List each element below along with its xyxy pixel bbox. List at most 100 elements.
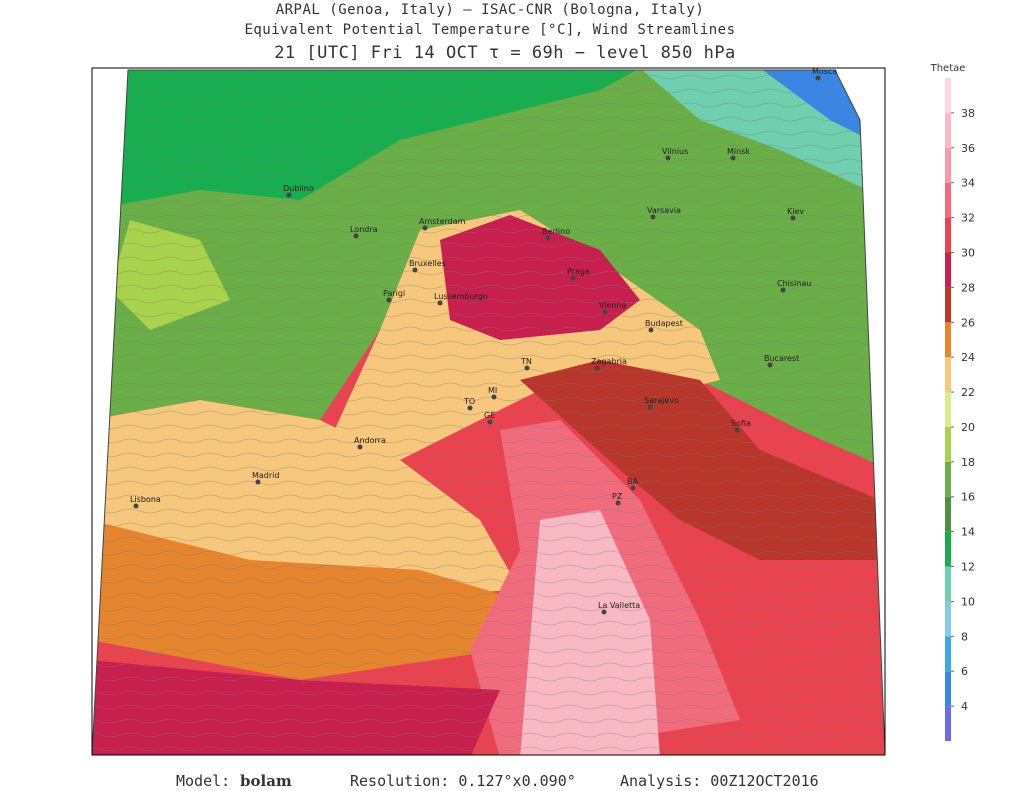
city-label: Sarajevo xyxy=(644,396,679,405)
city-label: Amsterdam xyxy=(419,217,466,226)
city-label: Vilnius xyxy=(662,147,688,156)
thetae-field xyxy=(92,70,885,755)
city-label: Chisinau xyxy=(777,279,811,288)
city-label: Dublino xyxy=(283,184,314,193)
city-dot xyxy=(545,235,551,241)
city-label: Andorra xyxy=(354,436,386,445)
colorbar-tick-label: 18 xyxy=(961,456,975,469)
city-dot xyxy=(767,362,773,368)
city-label: Bruxelles xyxy=(409,259,446,268)
footer-model: bolam xyxy=(240,772,292,790)
colorbar-tick-label: 30 xyxy=(961,246,975,259)
colorbar-tick-label: 8 xyxy=(961,630,968,643)
colorbar-segment xyxy=(945,322,951,358)
colorbar-tick-label: 22 xyxy=(961,386,975,399)
colorbar-tick-label: 24 xyxy=(961,351,975,364)
city-label: Madrid xyxy=(252,471,279,480)
city-dot xyxy=(815,75,821,81)
footer-resolution: Resolution: 0.127°x0.090° xyxy=(350,772,576,790)
colorbar-segment xyxy=(945,287,951,323)
colorbar-tick-label: 14 xyxy=(961,526,975,539)
city-label: Berlino xyxy=(542,227,570,236)
colorbar-segment xyxy=(945,566,951,602)
header-line: 21 [UTC] Fri 14 OCT τ = 69h − level 850 … xyxy=(274,43,736,63)
city-dot xyxy=(487,419,493,425)
city-dot xyxy=(255,479,261,485)
city-dot xyxy=(437,300,443,306)
colorbar-segment xyxy=(945,636,951,672)
footer-label: Model: xyxy=(176,772,230,790)
city-dot xyxy=(790,215,796,221)
colorbar-tick-label: 32 xyxy=(961,212,975,225)
colorbar-segment xyxy=(945,112,951,148)
city-label: Kiev xyxy=(787,207,804,216)
city-label: TN xyxy=(520,357,532,366)
colorbar-segment xyxy=(945,601,951,637)
colorbar-tick-label: 16 xyxy=(961,491,975,504)
city-label: GE xyxy=(484,411,495,420)
city-label: Lisbona xyxy=(130,495,161,504)
city-label: Budapest xyxy=(645,319,683,328)
colorbar-tick-label: 34 xyxy=(961,177,975,190)
city-label: BA xyxy=(627,477,638,486)
colorbar-segment xyxy=(945,252,951,288)
city-label: Parigi xyxy=(383,289,405,298)
city-label: Vienna xyxy=(599,301,627,310)
city-dot xyxy=(422,225,428,231)
city-dot xyxy=(615,500,621,506)
header-line: Equivalent Potential Temperature [°C], W… xyxy=(244,22,735,38)
city-label: Varsavia xyxy=(647,206,681,215)
colorbar-tick-label: 26 xyxy=(961,316,975,329)
city-dot xyxy=(353,233,359,239)
header-line: ARPAL (Genoa, Italy) — ISAC-CNR (Bologna… xyxy=(276,2,705,18)
city-dot xyxy=(630,485,636,491)
colorbar-tick-label: 6 xyxy=(961,665,968,678)
colorbar-tick-label: 4 xyxy=(961,700,968,713)
colorbar-segment xyxy=(945,706,951,741)
city-dot xyxy=(648,327,654,333)
city-dot xyxy=(133,503,139,509)
city-dot xyxy=(570,275,576,281)
colorbar-segment xyxy=(945,426,951,462)
colorbar-tick-label: 20 xyxy=(961,421,975,434)
city-dot xyxy=(665,155,671,161)
city-dot xyxy=(647,404,653,410)
city-dot xyxy=(594,365,600,371)
colorbar-segment xyxy=(945,496,951,532)
colorbar-segment xyxy=(945,392,951,427)
city-label: Bucarest xyxy=(764,354,799,363)
city-dot xyxy=(386,297,392,303)
city-dot xyxy=(734,427,740,433)
city-layer: Mosca Minsk Vilnius Kiev Varsavia Berlino Prag… xyxy=(130,67,837,615)
city-label: La Valletta xyxy=(598,601,640,610)
colorbar-tick-label: 10 xyxy=(961,595,975,608)
city-label: PZ xyxy=(612,492,623,501)
colorbar-tick-label: 36 xyxy=(961,142,975,155)
footer-analysis: Analysis: 00Z12OCT2016 xyxy=(620,772,819,790)
colorbar-title: Thetae xyxy=(930,63,966,74)
city-dot xyxy=(286,192,292,198)
colorbar: Thetae 4 6 8 10 12 14 16 18 20 22 24 26 28 30 32 34 36 38 xyxy=(930,63,975,741)
city-label: TO xyxy=(463,397,475,406)
city-label: Lussemburgo xyxy=(434,292,488,301)
colorbar-tick-label: 28 xyxy=(961,281,975,294)
colorbar-segment xyxy=(945,531,951,567)
city-label: Zagabria xyxy=(591,357,627,366)
city-dot xyxy=(730,155,736,161)
colorbar-tick-label: 12 xyxy=(961,561,975,574)
colorbar-segment xyxy=(945,461,951,497)
city-label: MI xyxy=(488,386,497,395)
city-dot xyxy=(780,287,786,293)
city-dot xyxy=(491,394,497,400)
colorbar-segment xyxy=(945,182,951,218)
city-dot xyxy=(601,609,607,615)
colorbar-tick-label: 38 xyxy=(961,107,975,120)
colorbar-segment xyxy=(945,147,951,183)
city-dot xyxy=(602,309,608,315)
city-label: Londra xyxy=(350,225,378,234)
city-label: Mosca xyxy=(812,67,837,76)
colorbar-segment xyxy=(945,217,951,253)
city-label: Praga xyxy=(567,267,590,276)
city-dot xyxy=(650,214,656,220)
